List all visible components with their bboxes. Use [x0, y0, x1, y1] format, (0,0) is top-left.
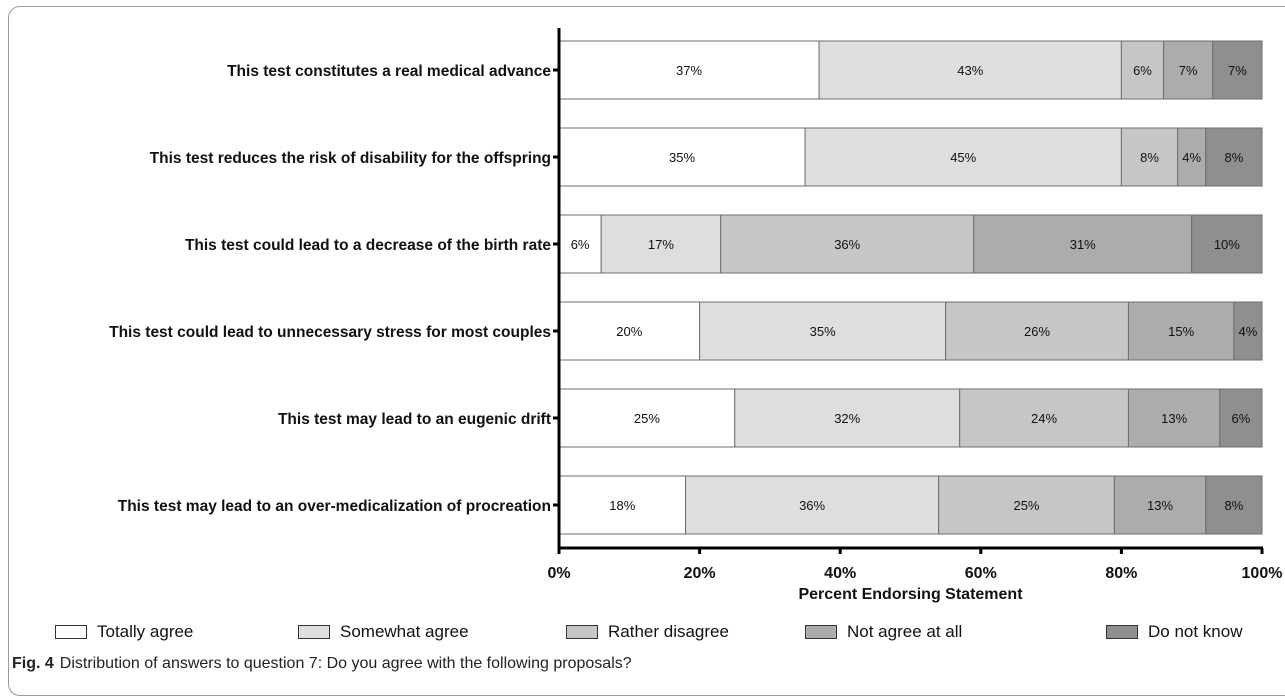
data-label: 24%	[1031, 411, 1057, 426]
data-label: 7%	[1179, 63, 1198, 78]
data-label: 18%	[609, 498, 635, 513]
bar-segment	[1177, 127, 1207, 187]
data-label: 4%	[1239, 324, 1258, 339]
x-tick-label: 20%	[684, 565, 716, 582]
legend-swatch	[805, 625, 837, 639]
data-label: 8%	[1224, 150, 1243, 165]
bar-segment	[685, 475, 940, 535]
data-label: 6%	[571, 237, 590, 252]
data-label: 15%	[1168, 324, 1194, 339]
bar-segment	[600, 214, 722, 274]
legend-item: Rather disagree	[566, 618, 729, 646]
bar-segment	[959, 388, 1129, 448]
bar-segment	[1233, 301, 1263, 361]
data-label: 36%	[799, 498, 825, 513]
data-label: 35%	[669, 150, 695, 165]
data-label: 43%	[957, 63, 983, 78]
y-tick-label: This test constitutes a real medical adv…	[227, 63, 551, 80]
data-label: 7%	[1228, 63, 1247, 78]
data-label: 25%	[1013, 498, 1039, 513]
caption-label: Fig. 4	[12, 655, 54, 672]
bar-segment	[1191, 214, 1263, 274]
data-label: 26%	[1024, 324, 1050, 339]
bar-segment	[734, 388, 961, 448]
x-axis-label: Percent Endorsing Statement	[798, 586, 1023, 603]
legend-item: Somewhat agree	[298, 618, 469, 646]
data-label: 20%	[616, 324, 642, 339]
legend-item: Totally agree	[55, 618, 193, 646]
legend-swatch	[298, 625, 330, 639]
legend-swatch	[1106, 625, 1138, 639]
bar-segment	[558, 301, 701, 361]
data-label: 36%	[834, 237, 860, 252]
y-tick-label: This test may lead to an eugenic drift	[278, 411, 551, 428]
bar-segment	[1113, 475, 1207, 535]
stacked-bar-chart: 37% 43% 6% 7% 7% This test constitutes a real…	[109, 28, 1283, 603]
data-label: 17%	[648, 237, 674, 252]
legend-swatch	[55, 625, 87, 639]
legend-label: Not agree at all	[847, 622, 963, 641]
data-label: 45%	[950, 150, 976, 165]
data-label: 6%	[1232, 411, 1251, 426]
bar-segment	[558, 127, 806, 187]
caption-text: Distribution of answers to question 7: D…	[59, 655, 632, 672]
bar-segment	[973, 214, 1193, 274]
data-label: 10%	[1214, 237, 1240, 252]
legend-item: Not agree at all	[805, 618, 962, 646]
bar-segment	[1120, 127, 1179, 187]
data-label: 31%	[1070, 237, 1096, 252]
bar-segment	[1219, 388, 1263, 448]
bar-segment	[1205, 127, 1263, 187]
chart-legend: Totally agree Somewhat agree Rather disagr…	[0, 618, 1285, 646]
y-tick-label: This test may lead to an over-medicaliza…	[118, 498, 551, 515]
legend-swatch	[566, 625, 598, 639]
x-tick-label: 100%	[1242, 565, 1283, 582]
data-label: 13%	[1147, 498, 1173, 513]
legend-item: Do not know	[1106, 618, 1243, 646]
bar-segment	[558, 40, 820, 100]
data-label: 4%	[1182, 150, 1201, 165]
bar-segment	[720, 214, 975, 274]
data-label: 37%	[676, 63, 702, 78]
data-label: 6%	[1133, 63, 1152, 78]
bar-segment	[804, 127, 1122, 187]
data-label: 8%	[1224, 498, 1243, 513]
bar-segment	[945, 301, 1129, 361]
bar-segment	[1127, 388, 1221, 448]
x-tick-label: 80%	[1105, 565, 1137, 582]
bar-segment	[1212, 40, 1263, 100]
data-label: 25%	[634, 411, 660, 426]
legend-label: Do not know	[1148, 622, 1243, 641]
bar-segment	[938, 475, 1115, 535]
legend-label: Somewhat agree	[340, 622, 469, 641]
data-label: 32%	[834, 411, 860, 426]
x-tick-label: 60%	[965, 565, 997, 582]
bar-segment	[1120, 40, 1165, 100]
figure-caption: Fig. 4 Distribution of answers to questio…	[12, 655, 632, 673]
data-label: 8%	[1140, 150, 1159, 165]
bar-segment	[818, 40, 1122, 100]
data-label: 35%	[810, 324, 836, 339]
legend-label: Rather disagree	[608, 622, 729, 641]
data-label: 13%	[1161, 411, 1187, 426]
legend-label: Totally agree	[97, 622, 194, 641]
y-tick-label: This test reduces the risk of disability…	[150, 150, 551, 167]
bar-segment	[558, 475, 687, 535]
y-tick-label: This test could lead to a decrease of th…	[185, 237, 551, 254]
x-tick-label: 0%	[547, 565, 570, 582]
y-tick-label: This test could lead to unnecessary stre…	[109, 324, 551, 341]
x-tick-label: 40%	[824, 565, 856, 582]
bar-segment	[1127, 301, 1235, 361]
bar-segment	[1205, 475, 1263, 535]
